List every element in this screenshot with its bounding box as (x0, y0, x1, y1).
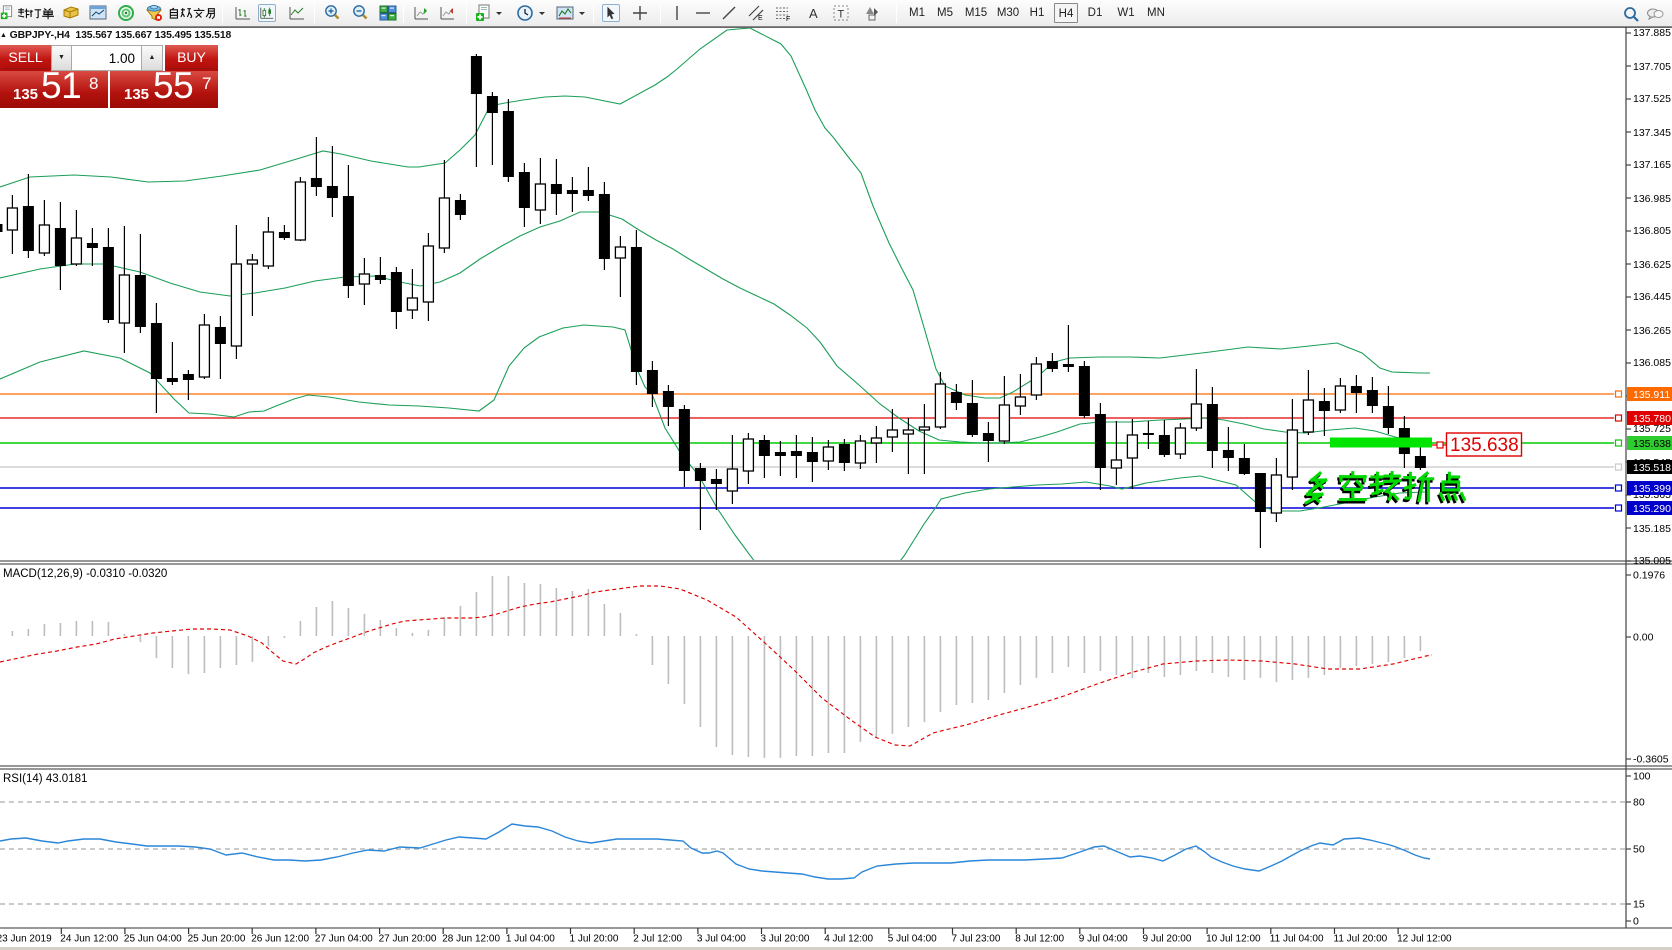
svg-text:25 Jun 20:00: 25 Jun 20:00 (188, 934, 246, 945)
svg-text:137.885: 137.885 (1633, 27, 1671, 39)
svg-text:3 Jul 04:00: 3 Jul 04:00 (697, 934, 746, 945)
svg-text:RSI(14) 43.0181: RSI(14) 43.0181 (3, 773, 87, 785)
svg-text:28 Jun 12:00: 28 Jun 12:00 (442, 934, 500, 945)
svg-text:1 Jul 04:00: 1 Jul 04:00 (506, 934, 555, 945)
svg-text:0: 0 (1633, 916, 1639, 928)
svg-text:135.780: 135.780 (1633, 413, 1671, 425)
svg-text:136.445: 136.445 (1633, 291, 1671, 303)
svg-text:27 Jun 04:00: 27 Jun 04:00 (315, 934, 373, 945)
svg-text:5 Jul 04:00: 5 Jul 04:00 (888, 934, 937, 945)
svg-text:136.265: 136.265 (1633, 325, 1671, 337)
svg-text:136.805: 136.805 (1633, 225, 1671, 237)
svg-text:12 Jul 12:00: 12 Jul 12:00 (1397, 934, 1452, 945)
svg-text:9 Jul 20:00: 9 Jul 20:00 (1143, 934, 1192, 945)
svg-text:E: E (758, 15, 763, 22)
svg-text:136.085: 136.085 (1633, 357, 1671, 369)
svg-text:1 Jul 20:00: 1 Jul 20:00 (570, 934, 619, 945)
svg-text:137.525: 137.525 (1633, 93, 1671, 105)
svg-text:135.185: 135.185 (1633, 523, 1671, 535)
svg-text:F: F (786, 16, 790, 22)
svg-text:50: 50 (1633, 844, 1645, 856)
svg-text:MACD(12,26,9) -0.0310 -0.0320: MACD(12,26,9) -0.0310 -0.0320 (3, 568, 167, 580)
svg-text:137.345: 137.345 (1633, 127, 1671, 139)
svg-text:0.00: 0.00 (1633, 632, 1654, 644)
svg-text:25 Jun 04:00: 25 Jun 04:00 (124, 934, 182, 945)
svg-text:136.625: 136.625 (1633, 259, 1671, 271)
svg-text:137.165: 137.165 (1633, 159, 1671, 171)
svg-text:10 Jul 12:00: 10 Jul 12:00 (1206, 934, 1261, 945)
svg-text:135.638: 135.638 (1633, 438, 1671, 450)
svg-text:11 Jul 04:00: 11 Jul 04:00 (1270, 934, 1324, 945)
svg-text:9 Jul 04:00: 9 Jul 04:00 (1079, 934, 1128, 945)
svg-text:7 Jul 23:00: 7 Jul 23:00 (952, 934, 1001, 945)
svg-text:137.705: 137.705 (1633, 61, 1671, 73)
svg-text:136.985: 136.985 (1633, 193, 1671, 205)
svg-text:135.911: 135.911 (1633, 389, 1670, 401)
svg-text:135.638: 135.638 (1450, 435, 1519, 456)
svg-text:23 Jun 2019: 23 Jun 2019 (0, 934, 52, 945)
svg-text:2 Jul 12:00: 2 Jul 12:00 (633, 934, 682, 945)
svg-text:T: T (838, 9, 845, 21)
svg-text:27 Jun 20:00: 27 Jun 20:00 (379, 934, 437, 945)
svg-text:100: 100 (1633, 771, 1651, 783)
svg-text:-0.3605: -0.3605 (1633, 754, 1669, 766)
svg-text:15: 15 (1633, 899, 1645, 911)
svg-text:11 Jul 20:00: 11 Jul 20:00 (1334, 934, 1388, 945)
svg-text:135.005: 135.005 (1633, 555, 1671, 567)
svg-text:3 Jul 20:00: 3 Jul 20:00 (761, 934, 810, 945)
svg-text:135.518: 135.518 (1633, 462, 1671, 474)
svg-text:80: 80 (1633, 797, 1645, 809)
svg-text:135.290: 135.290 (1633, 503, 1671, 515)
svg-text:24 Jun 12:00: 24 Jun 12:00 (60, 934, 118, 945)
svg-text:135.725: 135.725 (1633, 423, 1671, 435)
svg-text:A: A (809, 6, 818, 21)
svg-text:8 Jul 12:00: 8 Jul 12:00 (1015, 934, 1064, 945)
svg-text:135.399: 135.399 (1633, 483, 1671, 495)
svg-text:26 Jun 12:00: 26 Jun 12:00 (251, 934, 309, 945)
svg-text:4 Jul 12:00: 4 Jul 12:00 (824, 934, 873, 945)
svg-text:0.1976: 0.1976 (1633, 570, 1665, 582)
